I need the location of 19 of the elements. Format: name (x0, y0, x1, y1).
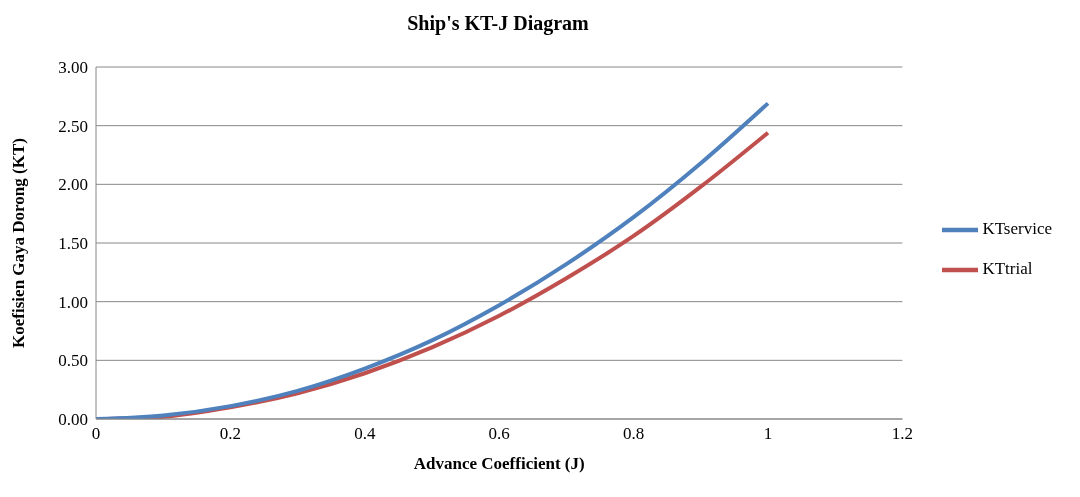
y-tick-label: 3.00 (58, 58, 88, 78)
y-tick-label: 1.00 (58, 292, 88, 312)
y-tick-label: 2.50 (58, 116, 88, 136)
y-tick-label: 1.50 (58, 234, 88, 254)
x-axis-title: Advance Coefficient (J) (413, 454, 585, 473)
x-tick-label: 0 (91, 424, 101, 444)
legend-label: KTtrial (982, 258, 1033, 278)
x-tick-label: 0.6 (488, 424, 510, 444)
x-tick-label: 1 (763, 424, 773, 444)
y-tick-label: 0.00 (58, 410, 88, 430)
y-tick-label: 0.50 (58, 351, 88, 371)
chart-title: Ship's KT-J Diagram (406, 12, 590, 35)
x-tick-label: 1.2 (891, 424, 913, 444)
y-axis-title: Koefisien Gaya Dorong (KT) (9, 138, 29, 348)
y-tick-label: 2.00 (58, 175, 88, 195)
x-tick-label: 0.4 (354, 424, 376, 444)
x-tick-label: 0.2 (219, 424, 242, 444)
legend-label: KTservice (982, 218, 1052, 238)
x-tick-label: 0.8 (622, 424, 645, 444)
